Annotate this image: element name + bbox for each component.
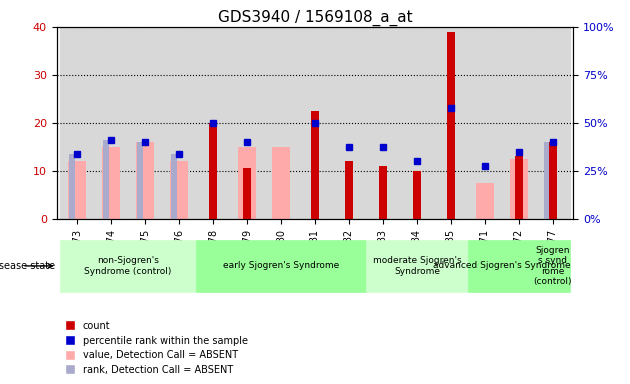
Bar: [162, 27, 196, 219]
Bar: [196, 27, 230, 219]
Bar: [366, 240, 468, 292]
Bar: [230, 27, 264, 219]
Title: GDS3940 / 1569108_a_at: GDS3940 / 1569108_a_at: [218, 9, 412, 25]
Bar: [264, 27, 298, 219]
Bar: [135, 142, 154, 219]
Bar: [209, 123, 217, 219]
Bar: [94, 27, 128, 219]
Bar: [196, 240, 366, 292]
Bar: [468, 27, 502, 219]
Bar: [379, 166, 387, 219]
Bar: [502, 27, 536, 219]
Bar: [345, 161, 353, 219]
Bar: [298, 27, 332, 219]
Bar: [468, 240, 536, 292]
Legend: count, percentile rank within the sample, value, Detection Call = ABSENT, rank, : count, percentile rank within the sample…: [62, 317, 252, 379]
Bar: [366, 27, 400, 219]
Bar: [60, 27, 94, 219]
Bar: [272, 147, 290, 219]
Bar: [549, 142, 557, 219]
Text: Sjogren
s synd
rome
(control): Sjogren s synd rome (control): [534, 246, 572, 286]
Text: moderate Sjogren's
Syndrome: moderate Sjogren's Syndrome: [373, 256, 461, 276]
Bar: [536, 240, 570, 292]
Text: early Sjogren's Syndrome: early Sjogren's Syndrome: [223, 262, 339, 270]
Text: advanced Sjogren's Syndrome: advanced Sjogren's Syndrome: [433, 262, 571, 270]
Bar: [68, 161, 86, 219]
Bar: [544, 142, 551, 219]
Bar: [238, 147, 256, 219]
Bar: [413, 171, 421, 219]
Bar: [60, 240, 196, 292]
Bar: [510, 159, 529, 219]
Bar: [69, 154, 76, 219]
Bar: [243, 169, 251, 219]
Bar: [101, 147, 120, 219]
Text: non-Sjogren's
Syndrome (control): non-Sjogren's Syndrome (control): [84, 256, 172, 276]
Bar: [311, 111, 319, 219]
Bar: [447, 31, 455, 219]
Bar: [536, 27, 570, 219]
Bar: [332, 27, 366, 219]
Bar: [171, 154, 178, 219]
Bar: [400, 27, 434, 219]
Bar: [103, 140, 110, 219]
Bar: [434, 27, 468, 219]
Text: disease state: disease state: [0, 261, 55, 271]
Bar: [476, 183, 495, 219]
Bar: [169, 161, 188, 219]
Bar: [128, 27, 162, 219]
Bar: [515, 157, 523, 219]
Bar: [137, 142, 144, 219]
